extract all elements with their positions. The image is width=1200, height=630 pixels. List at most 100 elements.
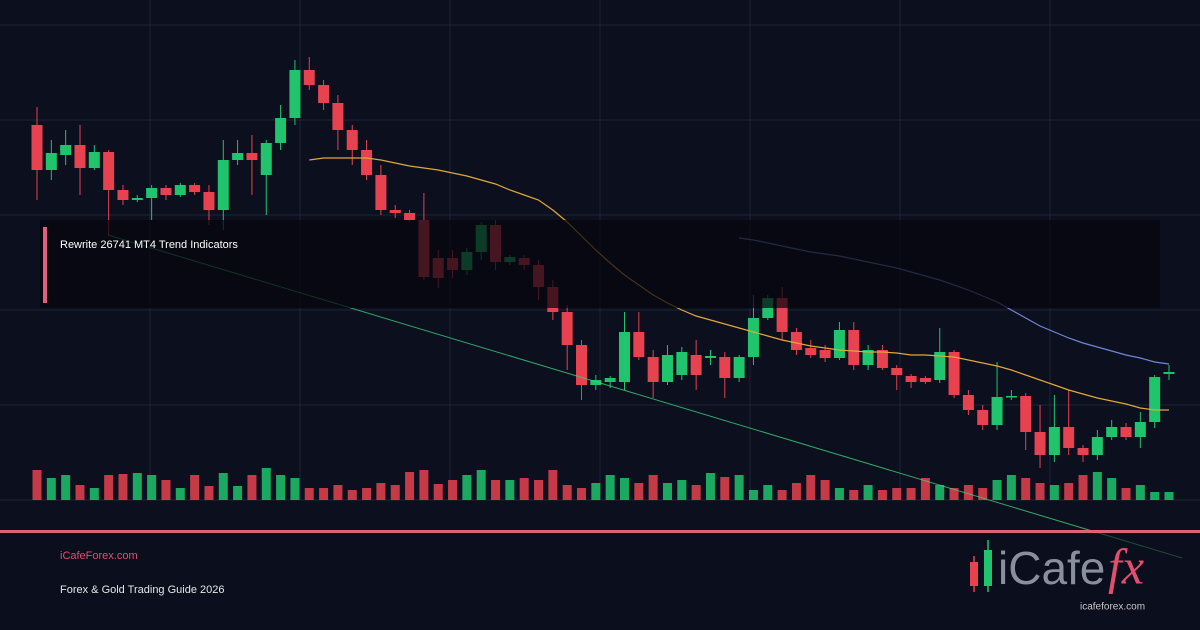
volume-bar bbox=[1150, 492, 1160, 500]
volume-bar bbox=[462, 475, 472, 500]
volume-bar bbox=[290, 478, 300, 500]
footer bbox=[0, 533, 1200, 630]
candle-body bbox=[919, 378, 931, 382]
volume-bar bbox=[534, 480, 544, 500]
candle-body bbox=[633, 332, 645, 357]
volume-bar bbox=[748, 490, 758, 500]
candle-body bbox=[776, 298, 788, 332]
volume-bar bbox=[118, 474, 128, 500]
candle-body bbox=[1134, 422, 1146, 437]
volume-bar bbox=[161, 480, 171, 500]
volume-bar bbox=[1049, 485, 1059, 500]
candle-body bbox=[719, 357, 731, 378]
volume-bar bbox=[834, 488, 844, 500]
volume-bar bbox=[190, 475, 200, 500]
volume-bar bbox=[705, 473, 715, 500]
volume-bar bbox=[791, 483, 801, 500]
candle-body bbox=[676, 352, 688, 375]
volume-bar bbox=[935, 485, 945, 500]
candle-body bbox=[977, 410, 989, 425]
candle-body bbox=[704, 356, 716, 358]
candle-body bbox=[576, 345, 588, 385]
volume-bar bbox=[677, 480, 687, 500]
candle-body bbox=[160, 188, 172, 195]
candle-body bbox=[962, 395, 974, 410]
candle-body bbox=[60, 145, 72, 155]
volume-bar bbox=[634, 483, 644, 500]
volume-bar bbox=[419, 470, 429, 500]
volume-bar bbox=[491, 480, 501, 500]
candle-body bbox=[332, 103, 344, 130]
volume-bar bbox=[806, 475, 816, 500]
candle-body bbox=[1020, 396, 1032, 432]
volume-bar bbox=[562, 485, 572, 500]
volume-bar bbox=[405, 472, 415, 500]
volume-bar bbox=[46, 478, 56, 500]
candle-body bbox=[891, 368, 903, 375]
volume-bar bbox=[204, 486, 214, 500]
logo-candle bbox=[970, 562, 978, 586]
candle-body bbox=[1091, 437, 1103, 455]
volume-bar bbox=[906, 488, 916, 500]
volume-bar bbox=[1121, 488, 1131, 500]
site-name: iCafeForex.com bbox=[60, 550, 138, 562]
candle-body bbox=[934, 352, 946, 380]
volume-bar bbox=[89, 488, 99, 500]
candle-body bbox=[260, 143, 272, 175]
volume-bar bbox=[591, 483, 601, 500]
candle-body bbox=[948, 352, 960, 395]
candle-body bbox=[733, 357, 745, 378]
volume-bar bbox=[218, 473, 228, 500]
volume-bar bbox=[1035, 483, 1045, 500]
candle-body bbox=[604, 378, 616, 382]
candle-body bbox=[275, 118, 287, 143]
volume-bar bbox=[963, 485, 973, 500]
volume-bar bbox=[734, 475, 744, 500]
candle-body bbox=[117, 190, 129, 200]
candle-body bbox=[189, 185, 201, 192]
candle-body bbox=[618, 332, 630, 382]
candle-body bbox=[561, 312, 573, 345]
candle-body bbox=[303, 70, 315, 85]
volume-bar bbox=[233, 486, 243, 500]
candle-body bbox=[1034, 432, 1046, 455]
title-box bbox=[40, 220, 1160, 308]
subtitle: Forex & Gold Trading Guide 2026 bbox=[60, 584, 224, 596]
chart-title: Rewrite 26741 MT4 Trend Indicators bbox=[60, 239, 238, 251]
candle-body bbox=[203, 192, 215, 210]
volume-bar bbox=[1006, 475, 1016, 500]
volume-bar bbox=[849, 490, 859, 500]
volume-bar bbox=[505, 480, 515, 500]
candle-body bbox=[74, 145, 86, 168]
volume-bar bbox=[433, 484, 443, 500]
candle-body bbox=[1149, 377, 1161, 422]
volume-bar bbox=[720, 477, 730, 500]
volume-bar bbox=[648, 475, 658, 500]
candle-body bbox=[590, 380, 602, 385]
candle-body bbox=[217, 160, 229, 210]
candle-body bbox=[246, 153, 258, 160]
divider bbox=[0, 530, 1200, 533]
volume-bar bbox=[333, 485, 343, 500]
candle-body bbox=[833, 330, 845, 358]
candle-body bbox=[346, 130, 358, 150]
candle-body bbox=[790, 332, 802, 350]
logo-fx: fx bbox=[1108, 538, 1144, 594]
moving-average bbox=[309, 157, 1169, 411]
volume-bar bbox=[978, 488, 988, 500]
candle-body bbox=[848, 330, 860, 365]
candle-body bbox=[747, 318, 759, 357]
candle-body bbox=[991, 397, 1003, 425]
volume-bar bbox=[347, 490, 357, 500]
volume-bar bbox=[691, 485, 701, 500]
candle-body bbox=[88, 152, 100, 168]
volume-bar bbox=[763, 485, 773, 500]
volume-bar bbox=[1135, 485, 1145, 500]
volume-bar bbox=[61, 475, 71, 500]
volume-bar bbox=[949, 488, 959, 500]
candle-body bbox=[318, 85, 330, 103]
candle-body bbox=[45, 153, 57, 170]
volume-bar bbox=[32, 470, 42, 500]
volume-bar bbox=[1078, 475, 1088, 500]
